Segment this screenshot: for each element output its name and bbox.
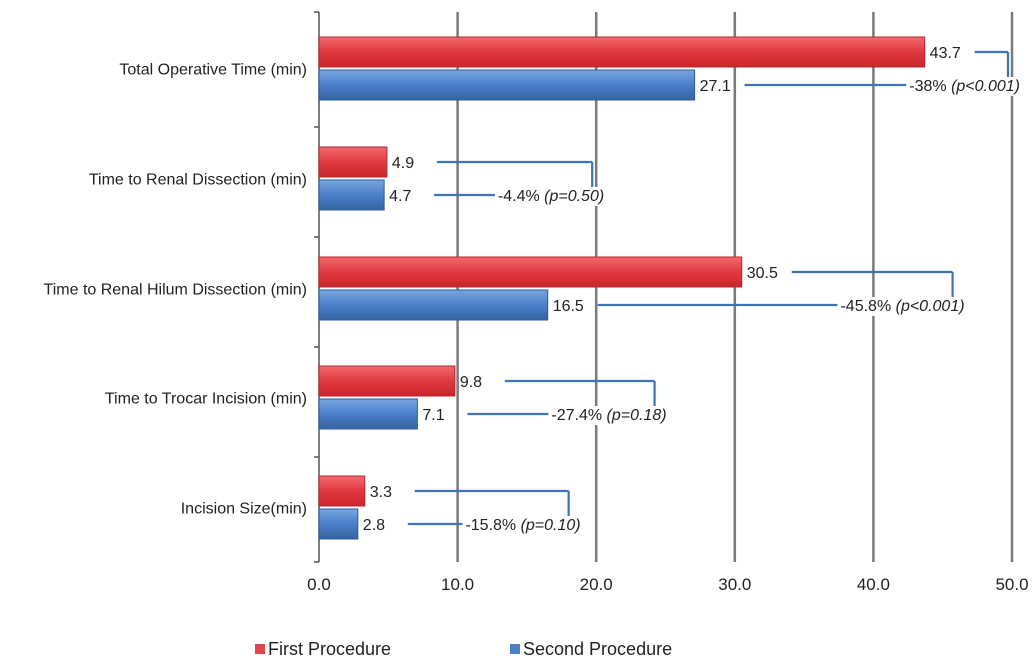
p-value: (p=0.18) <box>607 407 667 424</box>
p-value: (p=0.10) <box>521 517 581 534</box>
x-tick-label: 50.0 <box>995 575 1028 594</box>
bar <box>318 508 359 540</box>
category-label: Time to Trocar Incision (min) <box>105 391 307 408</box>
category-label: Total Operative Time (min) <box>119 62 307 79</box>
annotation-label-bg <box>462 516 584 535</box>
bar <box>318 475 366 507</box>
category-label: Time to Renal Hilum Dissection (min) <box>44 282 307 299</box>
legend-swatch <box>255 644 265 654</box>
bar <box>318 289 549 321</box>
legend-label: First Procedure <box>268 639 391 659</box>
annotation-label: -45.8% (p<0.001) <box>840 298 964 315</box>
bar <box>318 69 696 101</box>
annotation-label-bg <box>494 187 608 206</box>
percent-change: -4.4% <box>498 188 544 205</box>
percent-change: -27.4% <box>551 407 606 424</box>
x-tick-label: 30.0 <box>718 575 751 594</box>
annotation-label-bg <box>548 406 670 425</box>
category-label: Incision Size(min) <box>181 501 307 518</box>
x-tick-label: 0.0 <box>307 575 331 594</box>
percent-change: -15.8% <box>465 517 520 534</box>
p-value: (p=0.50) <box>544 188 604 205</box>
value-label: 16.5 <box>553 298 584 315</box>
p-value: (p<0.001) <box>896 298 965 315</box>
x-tick-label: 40.0 <box>857 575 890 594</box>
annotation-label: -38% (p<0.001) <box>909 78 1020 95</box>
bar <box>318 256 743 288</box>
bar <box>318 179 385 211</box>
annotation-label-bg <box>906 77 1023 96</box>
bar <box>318 146 388 178</box>
annotation-label-bg <box>837 297 968 316</box>
x-tick-label: 20.0 <box>580 575 613 594</box>
value-label: 43.7 <box>930 45 961 62</box>
legend-label: Second Procedure <box>523 639 672 659</box>
bar <box>318 365 456 397</box>
value-label: 4.9 <box>392 155 414 172</box>
value-label: 3.3 <box>370 484 392 501</box>
annotation-label: -15.8% (p=0.10) <box>465 517 580 534</box>
percent-change: -45.8% <box>840 298 895 315</box>
value-label: 7.1 <box>422 407 444 424</box>
bar <box>318 36 926 68</box>
annotation-label: -27.4% (p=0.18) <box>551 407 666 424</box>
p-value: (p<0.001) <box>951 78 1020 95</box>
bar <box>318 398 418 430</box>
category-label: Time to Renal Dissection (min) <box>89 172 307 189</box>
value-label: 4.7 <box>389 188 411 205</box>
annotation-label: -4.4% (p=0.50) <box>498 188 604 205</box>
x-tick-label: 10.0 <box>441 575 474 594</box>
value-label: 9.8 <box>460 374 482 391</box>
value-label: 27.1 <box>700 78 731 95</box>
legend-swatch <box>510 644 520 654</box>
percent-change: -38% <box>909 78 951 95</box>
value-label: 30.5 <box>747 265 778 282</box>
value-label: 2.8 <box>363 517 385 534</box>
